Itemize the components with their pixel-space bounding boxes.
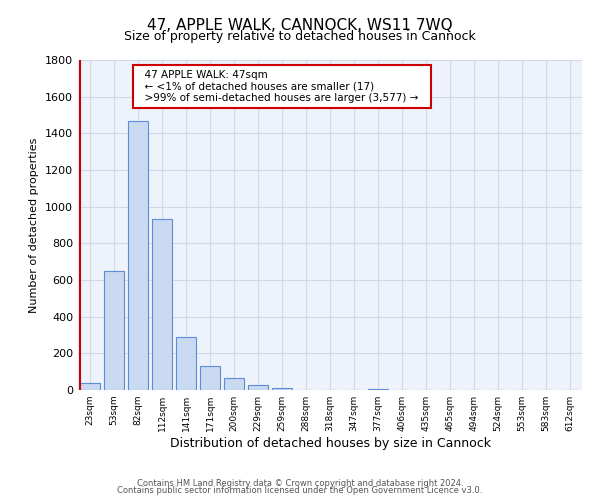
Text: Size of property relative to detached houses in Cannock: Size of property relative to detached ho… [124, 30, 476, 43]
Bar [224, 378, 244, 390]
Y-axis label: Number of detached properties: Number of detached properties [29, 138, 40, 312]
Text: 47 APPLE WALK: 47sqm
  ← <1% of detached houses are smaller (17)
  >99% of semi-: 47 APPLE WALK: 47sqm ← <1% of detached h… [139, 70, 425, 103]
Bar [80, 382, 100, 390]
Bar [368, 389, 388, 390]
Bar [272, 388, 292, 390]
Bar [128, 120, 148, 390]
Bar [104, 271, 124, 390]
X-axis label: Distribution of detached houses by size in Cannock: Distribution of detached houses by size … [170, 437, 491, 450]
Bar [176, 337, 196, 390]
Bar [152, 218, 172, 390]
Text: Contains HM Land Registry data © Crown copyright and database right 2024.: Contains HM Land Registry data © Crown c… [137, 478, 463, 488]
Bar [248, 386, 268, 390]
Text: 47, APPLE WALK, CANNOCK, WS11 7WQ: 47, APPLE WALK, CANNOCK, WS11 7WQ [147, 18, 453, 32]
Text: Contains public sector information licensed under the Open Government Licence v3: Contains public sector information licen… [118, 486, 482, 495]
Bar [200, 366, 220, 390]
